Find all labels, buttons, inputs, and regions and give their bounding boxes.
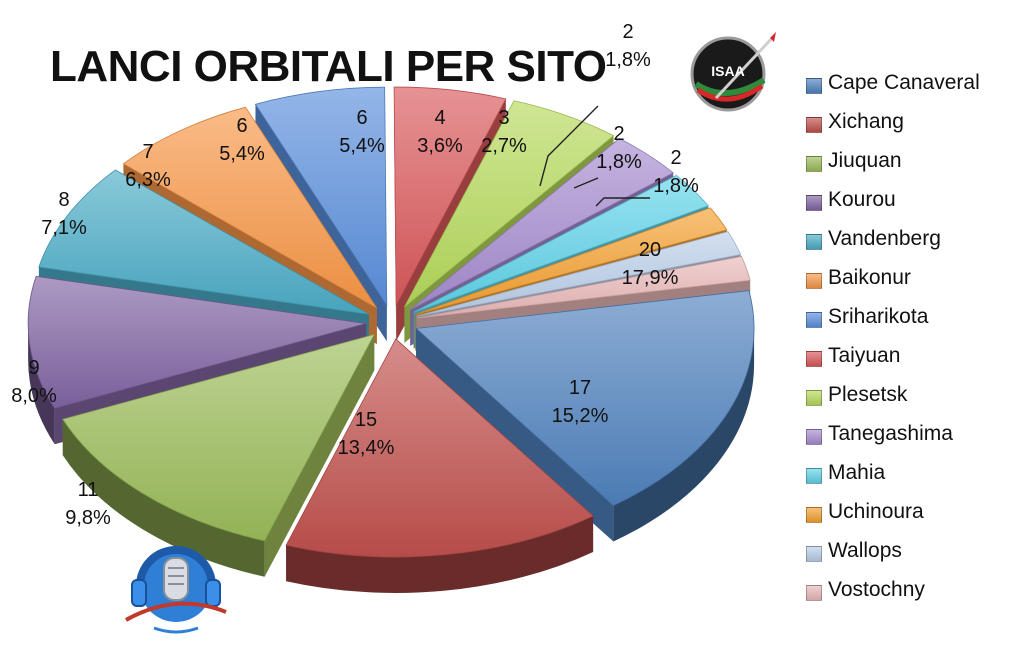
slice-side-0-0 (613, 328, 755, 542)
legend-label: Wallops (828, 539, 902, 562)
data-label-percent-12: 1,8% (596, 151, 642, 173)
leader-line-12 (573, 177, 599, 189)
data-label-percent-4: 8,0% (11, 385, 57, 407)
slice-wall-2-0 (264, 334, 375, 577)
data-labels: 20 17,9% 17 15,2% 15 13,4% 11 9,8% 9 8,0% 8 7,1% 7 6,… (11, 21, 699, 529)
slice-uchinoura (415, 207, 728, 315)
data-label-percent-8: 5,4% (339, 135, 385, 157)
data-label-value-10: 3 (498, 107, 509, 129)
podcast-logo-icon (125, 546, 227, 634)
slice-tanegashima (410, 138, 674, 311)
data-label-value-3: 11 (78, 479, 99, 501)
legend-label: Mahia (828, 461, 886, 484)
legend-swatch (806, 546, 822, 562)
slice-taiyuan (393, 86, 507, 306)
legend-swatch (806, 78, 822, 94)
legend-swatch (806, 351, 822, 367)
slice-vostochny (417, 255, 751, 319)
data-label-value-0: 20 (639, 239, 661, 261)
data-label-value-2: 15 (355, 409, 377, 431)
legend-label: Uchinoura (828, 500, 924, 523)
leader-line-13 (595, 197, 650, 207)
pie-slice-sides (27, 86, 755, 593)
data-label-value-7: 6 (236, 115, 247, 137)
data-label-percent-9: 3,6% (417, 135, 463, 157)
slice-side-2-0 (62, 419, 265, 577)
legend-label: Tanegashima (828, 422, 953, 445)
data-label-percent-6: 6,3% (125, 169, 171, 191)
legend-swatch (806, 195, 822, 211)
slice-xichang (285, 338, 594, 558)
data-label-percent-5: 7,1% (41, 217, 87, 239)
legend-swatch (806, 468, 822, 484)
data-label-percent-3: 9,8% (65, 507, 111, 529)
data-label-percent-7: 5,4% (219, 143, 265, 165)
legend-label: Vostochny (828, 578, 925, 601)
slice-wallops (416, 231, 742, 317)
isaa-logo-text: ISAA (711, 63, 744, 79)
data-label-percent-0: 17,9% (622, 267, 679, 289)
data-label-percent-2: 13,4% (338, 437, 395, 459)
legend-label: Vandenberg (828, 227, 941, 250)
legend-label: Sriharikota (828, 305, 929, 328)
label-connectors (539, 105, 650, 207)
slice-sriharikota (254, 86, 388, 307)
data-label-value-12: 2 (613, 123, 624, 145)
legend-swatch (806, 507, 822, 523)
legend-swatch (806, 117, 822, 133)
leader-line-11 (539, 105, 599, 187)
legend-swatch (806, 273, 822, 289)
data-label-value-9: 4 (434, 107, 445, 129)
legend-swatch (806, 585, 822, 601)
legend-swatch (806, 312, 822, 328)
slice-jiuquan (62, 333, 376, 542)
data-label-value-1: 17 (569, 377, 591, 399)
legend-swatch (806, 234, 822, 250)
slice-vandenberg (38, 169, 370, 315)
slice-mahia (413, 174, 710, 313)
legend-swatch (806, 156, 822, 172)
slice-cape-canaveral (415, 290, 755, 506)
data-label-percent-11: 1,8% (605, 49, 651, 71)
isaa-logo-icon: ISAA (690, 32, 776, 112)
slice-kourou (27, 275, 367, 409)
legend-label: Jiuquan (828, 149, 902, 172)
legend-label: Plesetsk (828, 383, 908, 406)
legend-label: Taiyuan (828, 344, 901, 367)
legend-swatch (806, 429, 822, 445)
data-label-value-6: 7 (142, 141, 153, 163)
slice-side-1-0 (286, 515, 594, 593)
data-label-value-8: 6 (356, 107, 367, 129)
data-label-value-11: 2 (622, 21, 633, 43)
legend-swatch (806, 390, 822, 406)
pie-chart: 20 17,9% 17 15,2% 15 13,4% 11 9,8% 9 8,0% 8 7,1% 7 6,… (11, 21, 755, 593)
legend-label: Xichang (828, 110, 904, 133)
slice-side-3-0 (28, 323, 55, 445)
data-label-value-13: 2 (670, 147, 681, 169)
data-label-percent-10: 2,7% (481, 135, 527, 157)
slice-baikonur (122, 106, 378, 309)
legend-label: Cape Canaveral (828, 71, 980, 94)
legend-label: Baikonur (828, 266, 911, 289)
legend-label: Kourou (828, 188, 896, 211)
data-label-percent-13: 1,8% (653, 175, 699, 197)
slice-plesetsk (404, 100, 615, 308)
data-label-value-5: 8 (58, 189, 69, 211)
data-label-percent-1: 15,2% (552, 405, 609, 427)
chart-title: LANCI ORBITALI PER SITO (50, 42, 607, 91)
data-label-value-4: 9 (28, 357, 39, 379)
slice-wall-0-1 (416, 328, 614, 542)
